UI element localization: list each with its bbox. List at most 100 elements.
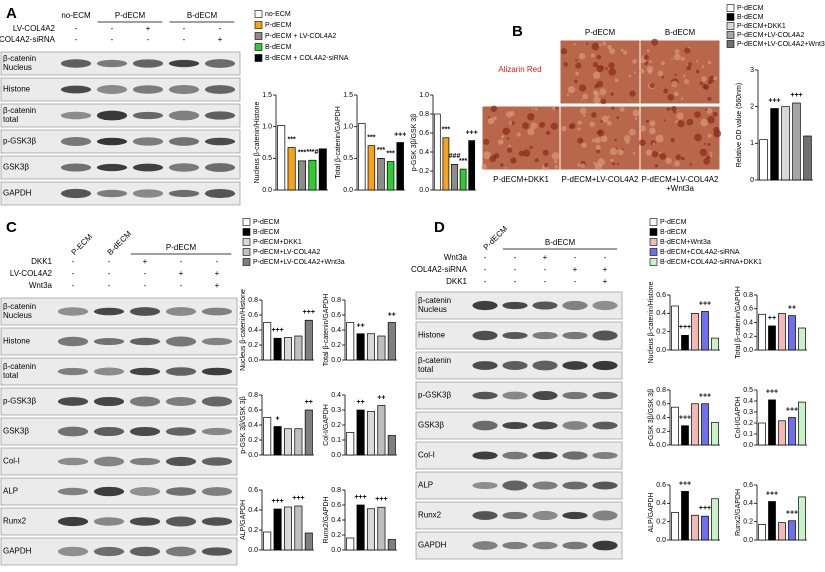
y-axis-label: Runx2/GAPDH <box>735 489 742 536</box>
micrograph-texture <box>483 151 492 160</box>
y-tick-label: 0.4 <box>331 517 341 524</box>
micrograph-texture <box>592 71 601 79</box>
blot-label: total <box>3 115 18 124</box>
blot-band <box>592 510 618 521</box>
micrograph-texture <box>610 158 614 163</box>
micrograph-texture <box>686 65 692 71</box>
y-tick-label: 0.4 <box>331 327 341 334</box>
micrograph-texture <box>671 58 674 61</box>
bar <box>781 106 790 181</box>
blot-band <box>57 367 89 376</box>
y-tick-label: 1.0 <box>419 92 429 99</box>
micrograph-texture <box>539 121 546 128</box>
micrograph-texture <box>581 98 584 101</box>
micrograph-texture <box>616 116 620 120</box>
panel-label: B <box>512 23 523 40</box>
blot-band <box>93 426 125 437</box>
blot-band <box>562 391 588 400</box>
blot-band <box>562 361 588 370</box>
bar <box>318 148 327 191</box>
micrograph-texture <box>703 84 710 90</box>
blot-band <box>532 331 558 340</box>
y-tick-label: 0.6 <box>656 292 666 299</box>
blot-label: Histone <box>3 337 31 346</box>
micrograph-texture <box>534 158 539 163</box>
blot-band <box>129 367 161 376</box>
micrograph-texture <box>645 119 649 123</box>
blot-label: GAPDH <box>418 541 447 550</box>
micrograph-texture <box>646 65 654 73</box>
y-tick-label: 0.2 <box>248 437 258 444</box>
legend-label: B-dECM+Wnt3a <box>660 239 711 246</box>
y-tick-label: 0.0 <box>743 537 753 544</box>
blot-label: Col-I <box>3 457 20 466</box>
blot-band <box>168 59 200 68</box>
y-axis-label: p-GSK 3β/GSK 3β <box>240 396 247 453</box>
blot-band <box>502 391 528 400</box>
significance-mark: +++ <box>786 406 798 413</box>
micrograph-texture <box>700 118 709 127</box>
legend-label: P-dECM+LV-COL4A2+Wnt3a <box>737 41 825 48</box>
blot-band <box>204 137 236 146</box>
blot-band <box>502 451 528 460</box>
bar <box>681 425 689 446</box>
bar <box>284 428 292 456</box>
micrograph-texture <box>659 152 667 160</box>
significance-mark: +++ <box>375 496 387 503</box>
y-tick-label: 0.4 <box>248 507 258 514</box>
micrograph-texture <box>673 91 679 97</box>
bar <box>263 322 272 361</box>
micrograph-texture <box>655 134 664 143</box>
bar <box>778 420 786 446</box>
y-axis-label: ALP/GAPDH <box>648 492 655 532</box>
blot-band <box>562 421 588 430</box>
micrograph-texture <box>611 162 615 166</box>
treatment-mark: + <box>603 277 608 286</box>
blot-row <box>415 381 623 410</box>
blot-band <box>201 396 233 407</box>
treatment-mark: - <box>484 265 487 274</box>
y-tick-label: 0.0 <box>656 537 666 544</box>
micrograph-texture <box>596 80 604 88</box>
blot-band <box>96 85 128 94</box>
treatment-mark: - <box>144 281 147 290</box>
blot-band <box>129 337 161 346</box>
blot-band <box>592 330 618 341</box>
micrograph-texture <box>522 149 531 157</box>
bar <box>759 139 768 181</box>
micrograph-texture <box>628 74 632 78</box>
blot-band <box>204 111 236 120</box>
legend-label: P-dECM + LV-COL4A2 <box>265 33 336 40</box>
blot-band <box>201 427 233 436</box>
blot-band <box>472 481 498 490</box>
treatment-mark: - <box>111 24 114 33</box>
micrograph-texture <box>680 56 685 61</box>
significance-mark: +++ <box>394 131 406 138</box>
blot-label: β-catenin <box>3 302 36 311</box>
blot-label: Runx2 <box>3 517 27 526</box>
blot-band <box>204 59 236 68</box>
legend-swatch <box>254 54 263 62</box>
blot-band <box>93 337 125 346</box>
blot-band <box>96 163 128 172</box>
micrograph-texture <box>648 127 656 135</box>
bar <box>433 113 441 191</box>
bar <box>356 333 365 361</box>
y-tick-label: 0.6 <box>656 401 666 408</box>
micrograph-texture <box>596 64 604 73</box>
treatment-mark: - <box>484 277 487 286</box>
legend-swatch <box>242 238 251 246</box>
lane-header: P-dECM <box>482 224 510 252</box>
bar <box>691 403 699 446</box>
bar <box>671 305 679 351</box>
y-axis-label: Col-I/GAPDH <box>735 397 742 439</box>
blot-band <box>132 189 164 198</box>
blot-band <box>472 451 498 460</box>
blot-band <box>168 163 200 172</box>
blot-band <box>165 427 197 436</box>
blot-band <box>168 84 200 95</box>
y-tick-label: 0.5 <box>743 387 753 394</box>
y-tick-label: 0.2 <box>656 428 666 435</box>
micrograph-texture <box>709 151 713 155</box>
treatment-mark: - <box>108 281 111 290</box>
